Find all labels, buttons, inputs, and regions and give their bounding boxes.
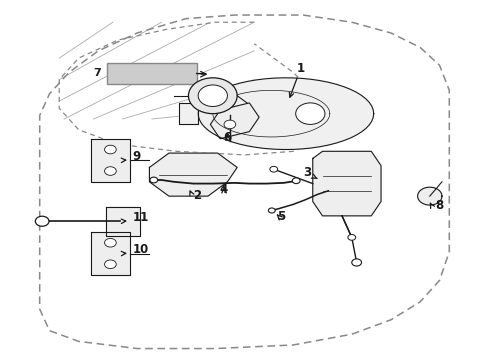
- Circle shape: [150, 177, 158, 183]
- Polygon shape: [91, 232, 130, 275]
- Polygon shape: [149, 153, 237, 196]
- Circle shape: [104, 238, 116, 247]
- Text: 8: 8: [435, 199, 443, 212]
- FancyBboxPatch shape: [107, 63, 196, 84]
- Text: 1: 1: [296, 62, 304, 75]
- Polygon shape: [312, 151, 380, 216]
- Polygon shape: [210, 103, 259, 139]
- Text: 6: 6: [223, 131, 231, 144]
- Text: 9: 9: [132, 149, 141, 163]
- Circle shape: [347, 234, 355, 240]
- Text: 7: 7: [93, 68, 101, 78]
- Circle shape: [35, 216, 49, 226]
- Text: 5: 5: [276, 210, 285, 223]
- Text: 11: 11: [132, 211, 148, 224]
- Circle shape: [104, 167, 116, 175]
- Circle shape: [269, 166, 277, 172]
- Circle shape: [295, 103, 325, 125]
- Circle shape: [292, 178, 300, 184]
- Text: 10: 10: [132, 243, 148, 256]
- Text: 2: 2: [193, 189, 201, 202]
- Circle shape: [104, 145, 116, 154]
- Circle shape: [268, 208, 275, 213]
- Circle shape: [351, 259, 361, 266]
- Polygon shape: [178, 103, 198, 125]
- Circle shape: [188, 78, 237, 114]
- Text: 4: 4: [220, 183, 228, 196]
- Polygon shape: [198, 78, 373, 149]
- Polygon shape: [417, 187, 441, 205]
- Polygon shape: [91, 139, 130, 182]
- Circle shape: [224, 120, 235, 129]
- Polygon shape: [105, 207, 140, 235]
- Circle shape: [104, 260, 116, 269]
- Text: 3: 3: [303, 166, 311, 179]
- Circle shape: [198, 85, 227, 107]
